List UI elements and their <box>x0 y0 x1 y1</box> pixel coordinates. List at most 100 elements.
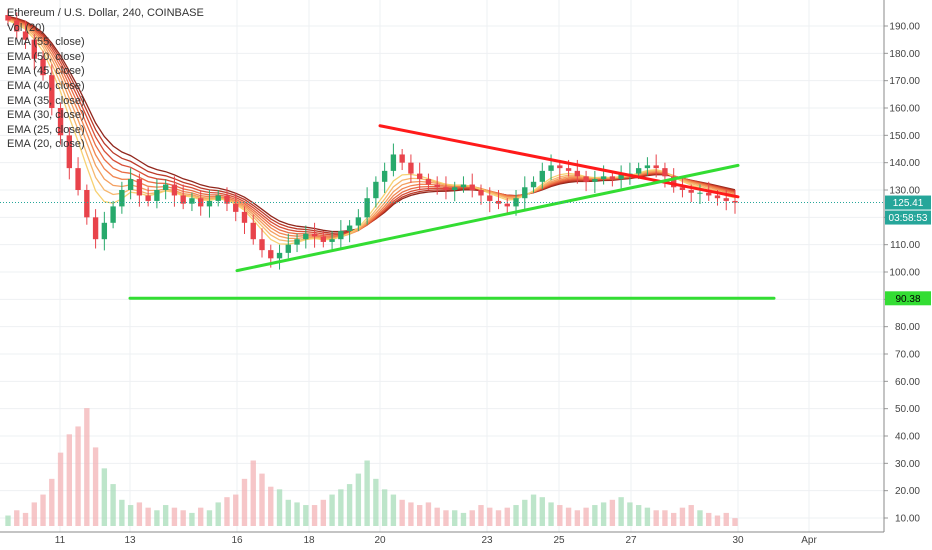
candle-body <box>679 187 686 190</box>
candle-body <box>66 135 72 169</box>
volume-bar <box>732 518 738 526</box>
candle-body <box>215 195 221 201</box>
volume-bar <box>101 468 108 526</box>
candle-body <box>522 187 528 199</box>
candle-body <box>671 176 677 188</box>
volume-bar <box>478 505 484 526</box>
volume-bar <box>618 497 624 526</box>
candle-body <box>460 184 467 188</box>
countdown-label: 03:58:53 <box>889 213 928 224</box>
trendlines <box>128 124 776 300</box>
candle-body <box>434 184 440 188</box>
candle-body <box>119 190 125 207</box>
volume-bar <box>443 510 449 526</box>
candle-body <box>110 206 116 223</box>
candle-body <box>136 179 143 196</box>
volume-bar <box>627 502 633 526</box>
volume-bar <box>434 507 440 526</box>
candle-body <box>171 184 178 196</box>
candle-body <box>84 190 90 218</box>
x-tick-label: 11 <box>55 535 66 546</box>
candle-body <box>294 239 300 245</box>
volume-bar <box>311 505 318 526</box>
y-tick-label: 100.00 <box>889 268 920 279</box>
y-tick-label: 40.00 <box>895 432 920 443</box>
candle-body <box>504 203 510 207</box>
candle-body <box>469 184 475 190</box>
volume-bar <box>381 489 388 526</box>
y-tick-label: 130.00 <box>889 186 920 197</box>
x-tick-label: 27 <box>625 535 637 546</box>
volume-bar <box>469 510 475 526</box>
candle-body <box>416 173 423 180</box>
candle-body <box>40 58 46 76</box>
volume-bar <box>679 507 686 526</box>
volume-bar <box>723 512 729 526</box>
y-tick-label: 140.00 <box>889 158 920 169</box>
chart-title: Ethereum / U.S. Dollar, 240, COINBASE <box>7 7 204 19</box>
candle-body <box>145 195 151 201</box>
legend-vol: Vol (20) <box>7 21 45 34</box>
volume-bar <box>662 510 668 526</box>
volume-bar <box>574 510 581 526</box>
candle-body <box>653 165 659 169</box>
candle-body <box>399 154 405 163</box>
volume-bar <box>390 494 397 526</box>
candle-body <box>364 198 370 218</box>
candle-body <box>346 225 353 231</box>
candle-body <box>206 200 213 207</box>
volume-bar <box>452 510 458 526</box>
volume-bar <box>504 507 510 526</box>
volume-bar <box>416 505 423 526</box>
candle-body <box>162 184 169 190</box>
trendline-resistance <box>378 124 740 199</box>
candle-body <box>373 181 379 199</box>
y-tick-label: 160.00 <box>889 104 920 115</box>
candle-body <box>57 108 64 136</box>
volume-bar <box>84 408 90 526</box>
legend: Ethereum / U.S. Dollar, 240, COINBASE Vo… <box>7 6 204 152</box>
volume-bar <box>583 507 589 526</box>
volume-bar <box>110 484 116 526</box>
candle-body <box>180 195 186 204</box>
trendline-ascending-support <box>235 163 740 273</box>
volume-bar <box>714 515 721 526</box>
y-tick-label: 50.00 <box>895 404 920 415</box>
volume-bar <box>671 512 677 526</box>
candle-body <box>268 250 274 259</box>
volume-bar <box>250 460 256 526</box>
volume-bar <box>565 507 572 526</box>
volume-bar <box>75 426 81 526</box>
y-tick-label: 30.00 <box>895 459 920 470</box>
legend-ema-40: EMA (40, close) <box>7 79 85 92</box>
countdown-badge <box>885 210 931 225</box>
y-tick-label: 20.00 <box>895 486 920 497</box>
legend-ema-45: EMA (45, close) <box>7 65 85 78</box>
candle-body <box>31 39 37 59</box>
volume-bar <box>513 505 519 526</box>
candle-body <box>355 217 362 226</box>
candle-body <box>443 187 449 190</box>
volume-bar <box>276 489 283 526</box>
candle-body <box>22 31 29 40</box>
volume-bar <box>697 510 703 526</box>
support-level-badge <box>885 291 931 306</box>
volume-bar <box>154 510 160 526</box>
volume-bar <box>522 499 528 526</box>
candle-body <box>154 190 160 201</box>
candle-body <box>609 176 616 180</box>
volume-bar <box>145 507 151 526</box>
volume-bar <box>399 499 405 526</box>
volume-bar <box>57 452 64 526</box>
volume-bar <box>215 502 221 526</box>
legend-ema-50: EMA (50, close) <box>7 50 85 63</box>
candle-body <box>618 173 624 180</box>
x-tick-label: 13 <box>124 535 136 546</box>
candle-body <box>189 198 195 204</box>
volume-bar <box>592 505 598 526</box>
candle-body <box>487 195 493 201</box>
candle-body <box>697 192 703 194</box>
candle-body <box>452 187 458 190</box>
volume-bar <box>171 507 178 526</box>
